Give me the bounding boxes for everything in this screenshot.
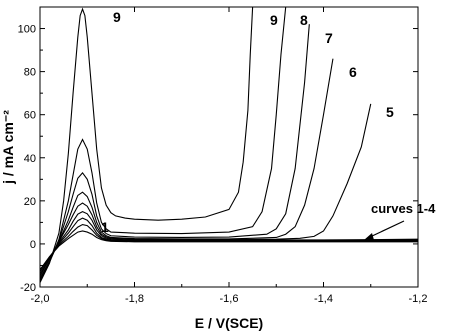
curves-1-4-annotation: curves 1-4	[371, 201, 436, 216]
y-axis-label: j / mA cm⁻²	[0, 110, 16, 185]
curve-2	[40, 223, 418, 271]
curve-label-9-peak: 9	[113, 9, 121, 25]
x-tick-label: -1,6	[220, 293, 239, 305]
y-tick-label: 60	[24, 110, 36, 122]
curve-label-1: 1	[101, 219, 109, 235]
curves-1-4-arrow	[364, 220, 405, 240]
curve-label-8: 8	[300, 12, 308, 28]
y-tick-label: 80	[24, 67, 36, 79]
x-axis-ticks: -2,0 -1,8 -1,6 -1,4 -1,2	[31, 7, 428, 305]
curve-label-5: 5	[386, 104, 394, 120]
y-tick-label: -20	[20, 282, 36, 294]
x-tick-label: -2,0	[31, 293, 50, 305]
curve-5	[40, 103, 372, 277]
curve-7	[40, 24, 310, 281]
curve-6	[40, 58, 334, 279]
y-tick-label: 20	[24, 196, 36, 208]
curve-label-9-rise: 9	[270, 12, 278, 28]
y-axis-ticks: -20 0 20 40 60 80 100	[18, 24, 418, 294]
y-tick-label: 100	[18, 24, 36, 36]
x-tick-label: -1,2	[409, 293, 428, 305]
x-tick-label: -1,4	[314, 293, 333, 305]
x-tick-label: -1,8	[125, 293, 144, 305]
curves	[40, 7, 418, 283]
x-axis-label: E / V(SCE)	[195, 315, 263, 331]
curve-9	[40, 7, 254, 283]
curve-8	[40, 7, 287, 281]
y-tick-label: 0	[30, 239, 36, 251]
curve-label-6: 6	[349, 64, 357, 80]
curve-label-7: 7	[325, 30, 333, 46]
y-tick-label: 40	[24, 153, 36, 165]
